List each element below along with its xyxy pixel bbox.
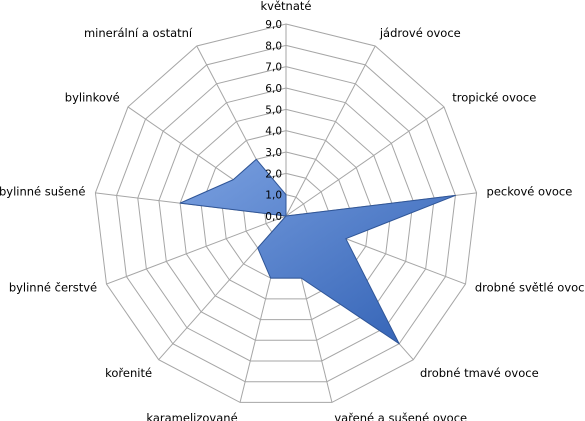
grid-ring <box>179 108 393 321</box>
series-area <box>179 158 456 345</box>
category-label: kořenité <box>105 366 152 380</box>
category-label: drobné světlé ovoce <box>475 281 585 295</box>
grid-ring <box>94 23 478 403</box>
tick-label: 9,0 <box>265 19 282 31</box>
grid-ring <box>116 44 456 383</box>
grid-ring <box>200 130 372 300</box>
tick-label: 4,0 <box>265 126 282 138</box>
data-series <box>179 158 456 345</box>
category-label: květnaté <box>261 0 312 13</box>
tick-label: 8,0 <box>265 40 282 52</box>
category-label: drobné tmavé ovoce <box>420 366 539 380</box>
category-label: bylinkové <box>65 90 120 104</box>
tick-label: 7,0 <box>265 62 282 74</box>
radar-grid <box>94 23 478 403</box>
spoke-line <box>106 215 287 285</box>
category-label: jádrové ovoce <box>379 26 461 40</box>
category-label: peckové ovoce <box>487 185 573 199</box>
category-label: bylinné sušené <box>0 185 85 199</box>
category-label: vařené a sušené ovoce <box>334 411 467 421</box>
spoke-line <box>285 45 376 217</box>
category-label: tropické ovoce <box>452 90 536 104</box>
tick-label: 1,0 <box>265 190 282 202</box>
tick-label: 0,0 <box>265 211 282 223</box>
grid-ring <box>137 66 435 362</box>
value-axis-ticks: 0,0 1,0 2,0 3,0 4,0 5,0 6,0 7,0 8,0 9,0 <box>265 19 282 223</box>
tick-label: 5,0 <box>265 104 282 116</box>
tick-label: 3,0 <box>265 147 282 159</box>
spoke-line <box>285 106 445 217</box>
category-label: bylinné čerstvé <box>9 281 97 295</box>
category-label: karamelizované <box>146 411 237 421</box>
grid-ring <box>158 87 414 341</box>
tick-label: 6,0 <box>265 83 282 95</box>
category-label: minerální a ostatní <box>84 26 193 40</box>
tick-label: 2,0 <box>265 168 282 180</box>
